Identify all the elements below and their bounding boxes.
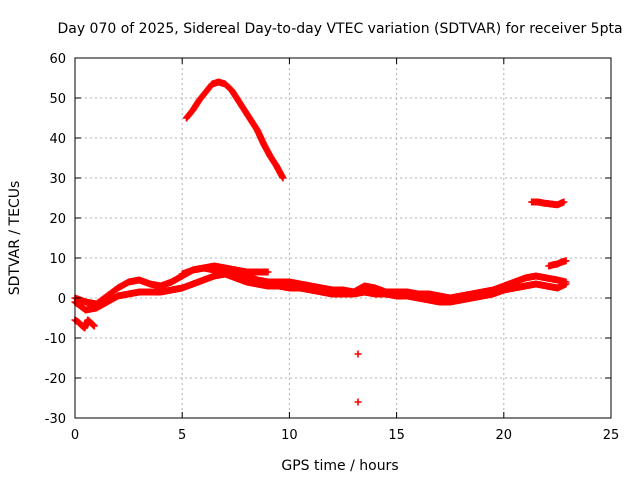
x-tick-label: 15 <box>388 428 405 443</box>
y-tick-label: 60 <box>49 52 66 67</box>
y-tick-label: -30 <box>45 412 66 427</box>
y-tick-label: 30 <box>49 172 66 187</box>
data-point <box>279 174 287 182</box>
grid <box>75 58 611 418</box>
y-tick-label: 0 <box>58 292 66 307</box>
chart-title: Day 070 of 2025, Sidereal Day-to-day VTE… <box>57 21 622 37</box>
data-point <box>562 280 570 288</box>
x-tick-label: 20 <box>496 428 513 443</box>
y-tick-label: 50 <box>49 92 66 107</box>
x-tick-label: 25 <box>603 428 620 443</box>
y-tick-label: -10 <box>45 332 66 347</box>
y-axis-label: SDTVAR / TECUs <box>7 181 23 296</box>
data-point <box>560 198 568 206</box>
y-tick-label: 40 <box>49 132 66 147</box>
data-points <box>71 78 570 406</box>
y-tick-label: -20 <box>45 372 66 387</box>
data-point <box>90 322 98 330</box>
data-point <box>264 268 272 276</box>
data-point <box>562 257 570 265</box>
x-tick-label: 5 <box>178 428 186 443</box>
plot-frame <box>74 57 612 419</box>
ticks: 0 5 10 15 20 25 -30 -20 -10 0 10 20 30 40 50 60 <box>45 52 620 443</box>
y-tick-label: 20 <box>49 212 66 227</box>
data-point <box>354 398 362 406</box>
y-tick-label: 10 <box>49 252 66 267</box>
data-point <box>354 350 362 358</box>
x-axis-label: GPS time / hours <box>281 458 398 474</box>
x-tick-label: 0 <box>71 428 79 443</box>
x-tick-label: 10 <box>281 428 298 443</box>
